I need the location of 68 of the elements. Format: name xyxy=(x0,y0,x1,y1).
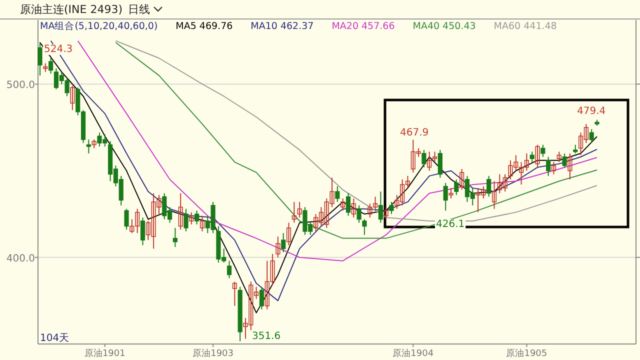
candlestick xyxy=(546,156,551,176)
annotation: 524.3 xyxy=(44,44,73,55)
candlestick xyxy=(281,232,286,253)
candlestick xyxy=(297,201,302,218)
text: MA20 457.66 xyxy=(332,21,395,32)
candlestick xyxy=(226,260,232,279)
y-tick-label: 500.0 xyxy=(6,80,35,92)
candlestick xyxy=(389,201,394,215)
candlestick xyxy=(124,208,129,230)
candlestick xyxy=(362,218,367,236)
candlestick xyxy=(562,152,567,168)
y-tick-label: 400.0 xyxy=(6,253,35,264)
candlestick xyxy=(540,144,546,158)
candlestick xyxy=(194,210,200,225)
x-tick-label: 原油1904 xyxy=(392,348,434,359)
candlestick xyxy=(378,191,383,224)
candlestick xyxy=(259,286,264,310)
candlestick xyxy=(568,152,572,180)
candlestick xyxy=(351,198,356,218)
x-tick-label: 原油1905 xyxy=(506,348,548,359)
candlestick xyxy=(286,222,292,246)
candlestick xyxy=(70,85,75,111)
candlestick xyxy=(140,217,146,246)
text: MA60 441.48 xyxy=(494,21,557,32)
candlestick xyxy=(189,212,194,225)
candlestick xyxy=(232,281,237,306)
x-tick-label: 原油1903 xyxy=(192,348,234,359)
annotation: 104天 xyxy=(40,333,70,344)
candlestick xyxy=(178,192,183,230)
candlestick xyxy=(460,168,464,190)
x-tick-label: 原油1901 xyxy=(84,348,126,359)
candlestick xyxy=(556,151,562,163)
candlestick xyxy=(443,182,448,212)
legend-title: MA组合(5,10,20,40,60,0) xyxy=(40,20,158,32)
candlestick xyxy=(486,175,492,198)
candlestick xyxy=(38,42,42,76)
candlestick xyxy=(454,178,459,196)
candlestick xyxy=(48,58,54,74)
candlestick xyxy=(492,180,497,210)
candlestick xyxy=(589,128,594,144)
candlestick xyxy=(346,192,351,216)
candlestick xyxy=(448,188,454,199)
candlestick xyxy=(335,186,340,202)
candlestick xyxy=(356,204,362,224)
candlestick xyxy=(427,151,432,172)
annotation: 467.9 xyxy=(400,128,429,139)
text: MA5 469.76 xyxy=(176,21,233,32)
chart-title: 原油主连(INE 2493) xyxy=(20,3,122,16)
candlestick xyxy=(422,149,426,168)
candlestick xyxy=(292,201,296,224)
candlestick xyxy=(172,227,178,248)
candlestick xyxy=(530,151,534,163)
candlestick xyxy=(276,236,280,258)
candlestick xyxy=(340,198,346,212)
annotation: 479.4 xyxy=(577,106,606,117)
annotation: 351.6 xyxy=(252,331,281,342)
candlestick xyxy=(184,208,188,232)
candlestick xyxy=(432,151,438,163)
candlestick xyxy=(86,139,91,154)
text: MA40 450.43 xyxy=(412,21,476,32)
chart-subtitle: 日线 xyxy=(128,3,150,16)
candlestick xyxy=(384,206,388,220)
candlestick xyxy=(535,144,540,168)
candlestick xyxy=(200,215,205,232)
candlestick xyxy=(551,162,556,175)
text: MA10 462.37 xyxy=(250,21,314,32)
candlestick xyxy=(438,149,442,178)
annotation: 426.1 xyxy=(436,219,465,230)
